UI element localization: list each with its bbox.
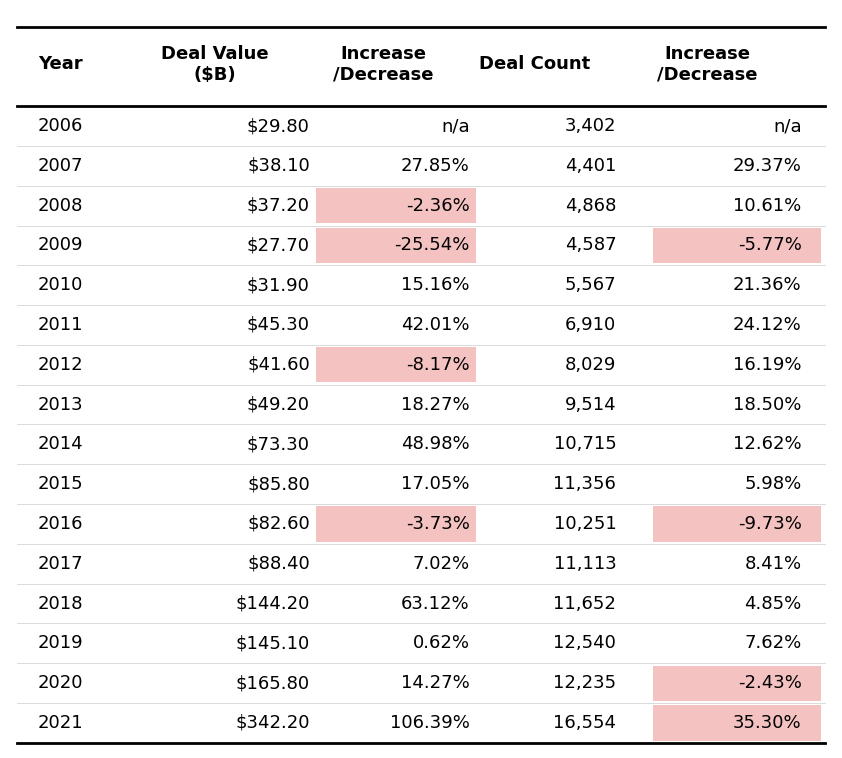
Text: 8.41%: 8.41%: [744, 555, 802, 573]
Text: 2020: 2020: [38, 674, 83, 692]
Text: 4,868: 4,868: [565, 196, 616, 215]
Text: $38.10: $38.10: [247, 157, 310, 175]
FancyBboxPatch shape: [316, 227, 476, 263]
Text: 2018: 2018: [38, 594, 83, 612]
Text: 2009: 2009: [38, 236, 83, 255]
Text: 29.37%: 29.37%: [733, 157, 802, 175]
Text: 18.50%: 18.50%: [733, 396, 802, 414]
Text: 10,715: 10,715: [553, 435, 616, 453]
Text: 0.62%: 0.62%: [413, 634, 470, 653]
Text: $88.40: $88.40: [247, 555, 310, 573]
Text: 12,235: 12,235: [553, 674, 616, 692]
Text: 4.85%: 4.85%: [744, 594, 802, 612]
Text: $41.60: $41.60: [247, 356, 310, 374]
Text: $73.30: $73.30: [247, 435, 310, 453]
FancyBboxPatch shape: [653, 506, 821, 541]
Text: $342.20: $342.20: [236, 714, 310, 732]
Text: 106.39%: 106.39%: [390, 714, 470, 732]
Text: 12,540: 12,540: [553, 634, 616, 653]
Text: 2016: 2016: [38, 515, 83, 533]
FancyBboxPatch shape: [653, 705, 821, 741]
Text: 4,401: 4,401: [565, 157, 616, 175]
Text: 15.16%: 15.16%: [402, 276, 470, 294]
Text: 17.05%: 17.05%: [402, 475, 470, 493]
Text: 2011: 2011: [38, 316, 83, 334]
Text: n/a: n/a: [773, 117, 802, 135]
Text: Deal Value
($B): Deal Value ($B): [161, 45, 269, 84]
Text: -9.73%: -9.73%: [738, 515, 802, 533]
Text: 2015: 2015: [38, 475, 83, 493]
Text: 2013: 2013: [38, 396, 83, 414]
Text: $27.70: $27.70: [247, 236, 310, 255]
Text: $85.80: $85.80: [247, 475, 310, 493]
Text: Deal Count: Deal Count: [479, 55, 590, 74]
Text: 3,402: 3,402: [565, 117, 616, 135]
Text: -25.54%: -25.54%: [394, 236, 470, 255]
Text: 35.30%: 35.30%: [733, 714, 802, 732]
Text: 48.98%: 48.98%: [401, 435, 470, 453]
Text: 6,910: 6,910: [565, 316, 616, 334]
Text: Year: Year: [38, 55, 83, 74]
Text: -2.36%: -2.36%: [406, 196, 470, 215]
Text: 18.27%: 18.27%: [401, 396, 470, 414]
Text: Increase
/Decrease: Increase /Decrease: [657, 45, 758, 84]
Text: $144.20: $144.20: [236, 594, 310, 612]
Text: 16.19%: 16.19%: [733, 356, 802, 374]
Text: Increase
/Decrease: Increase /Decrease: [333, 45, 434, 84]
Text: n/a: n/a: [441, 117, 470, 135]
Text: 11,356: 11,356: [553, 475, 616, 493]
Text: 42.01%: 42.01%: [402, 316, 470, 334]
Text: $37.20: $37.20: [247, 196, 310, 215]
Text: 21.36%: 21.36%: [733, 276, 802, 294]
Text: 14.27%: 14.27%: [401, 674, 470, 692]
Text: 4,587: 4,587: [565, 236, 616, 255]
Text: 24.12%: 24.12%: [733, 316, 802, 334]
Text: $82.60: $82.60: [247, 515, 310, 533]
Text: 11,652: 11,652: [553, 594, 616, 612]
Text: -3.73%: -3.73%: [406, 515, 470, 533]
Text: -5.77%: -5.77%: [738, 236, 802, 255]
FancyBboxPatch shape: [316, 188, 476, 223]
Text: 2017: 2017: [38, 555, 83, 573]
Text: $45.30: $45.30: [247, 316, 310, 334]
Text: $29.80: $29.80: [247, 117, 310, 135]
Text: $165.80: $165.80: [236, 674, 310, 692]
Text: 2019: 2019: [38, 634, 83, 653]
Text: 2006: 2006: [38, 117, 83, 135]
Text: 5.98%: 5.98%: [744, 475, 802, 493]
Text: 2021: 2021: [38, 714, 83, 732]
Text: 16,554: 16,554: [553, 714, 616, 732]
Text: 2010: 2010: [38, 276, 83, 294]
Text: 2007: 2007: [38, 157, 83, 175]
FancyBboxPatch shape: [316, 506, 476, 541]
Text: 9,514: 9,514: [565, 396, 616, 414]
Text: 2008: 2008: [38, 196, 83, 215]
Text: 2012: 2012: [38, 356, 83, 374]
Text: $145.10: $145.10: [236, 634, 310, 653]
Text: 12.62%: 12.62%: [733, 435, 802, 453]
Text: 8,029: 8,029: [565, 356, 616, 374]
Text: 5,567: 5,567: [565, 276, 616, 294]
Text: -8.17%: -8.17%: [406, 356, 470, 374]
Text: $31.90: $31.90: [247, 276, 310, 294]
Text: 63.12%: 63.12%: [401, 594, 470, 612]
Text: $49.20: $49.20: [247, 396, 310, 414]
Text: 27.85%: 27.85%: [401, 157, 470, 175]
FancyBboxPatch shape: [653, 227, 821, 263]
Text: 11,113: 11,113: [553, 555, 616, 573]
Text: 7.62%: 7.62%: [744, 634, 802, 653]
FancyBboxPatch shape: [653, 666, 821, 700]
FancyBboxPatch shape: [316, 347, 476, 383]
Text: 10.61%: 10.61%: [733, 196, 802, 215]
Text: 7.02%: 7.02%: [413, 555, 470, 573]
Text: 2014: 2014: [38, 435, 83, 453]
Text: 10,251: 10,251: [553, 515, 616, 533]
Text: -2.43%: -2.43%: [738, 674, 802, 692]
